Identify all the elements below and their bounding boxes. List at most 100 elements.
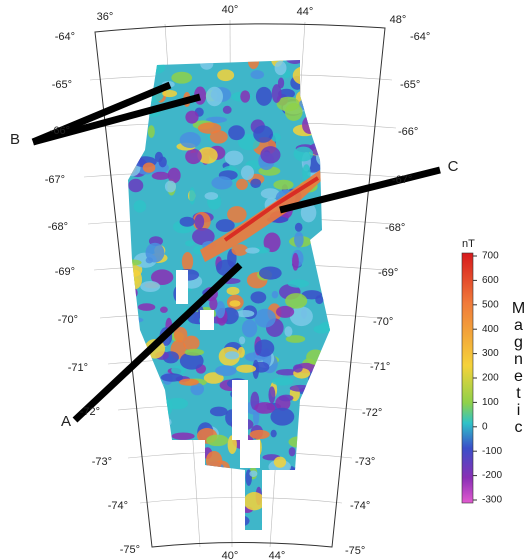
field-patch: [128, 131, 142, 149]
field-patch: [179, 216, 195, 227]
field-patch: [167, 468, 190, 485]
latitude-label: -68°: [48, 221, 68, 233]
field-patch: [278, 394, 294, 402]
latitude-label: -71°: [370, 361, 390, 373]
field-patch: [202, 505, 223, 526]
field-patch: [164, 418, 172, 427]
field-patch: [218, 506, 230, 519]
field-patch: [320, 507, 328, 516]
colorbar-tick-label: 300: [482, 348, 499, 359]
anomaly-ridge: [223, 176, 320, 242]
field-patch: [250, 291, 267, 304]
field-patch: [198, 482, 210, 500]
field-patch: [271, 84, 282, 103]
field-patch: [171, 71, 193, 84]
field-patch: [201, 473, 219, 485]
latitude-label: -66°: [398, 126, 418, 138]
field-patch: [284, 326, 293, 337]
colorbar-tick-label: 600: [482, 275, 499, 286]
field-patch: [308, 398, 315, 412]
field-patch: [181, 251, 194, 272]
field-patch: [143, 438, 153, 458]
field-patch: [253, 408, 260, 426]
field-patch: [262, 516, 284, 530]
field-patch: [288, 436, 310, 448]
field-patch: [211, 176, 233, 190]
colorbar-tick-label: 200: [482, 373, 499, 384]
field-patch: [222, 105, 232, 114]
field-patch: [291, 465, 314, 477]
field-patch: [241, 319, 258, 338]
latitude-label: -72°: [80, 406, 100, 418]
field-patch: [292, 364, 303, 373]
field-patch: [128, 60, 133, 65]
latitude-label: -65°: [400, 79, 420, 91]
field-patch: [267, 504, 284, 519]
field-patch: [185, 148, 202, 165]
field-patch: [326, 210, 330, 224]
latitude-label: -64°: [55, 31, 75, 43]
field-patch: [316, 480, 330, 494]
map-frame: [94, 23, 386, 548]
colorbar-tick-label: -100: [482, 446, 502, 457]
field-patch: [330, 524, 339, 536]
field-patch: [295, 477, 315, 492]
field-patch: [157, 446, 170, 466]
field-patch: [252, 361, 270, 373]
magnetic-field: [128, 60, 339, 536]
field-patch: [273, 456, 287, 468]
field-patch: [228, 125, 245, 141]
field-patch: [128, 138, 134, 152]
field-patch: [298, 477, 307, 489]
field-patch: [271, 290, 279, 299]
longitude-label: 36°: [97, 11, 114, 23]
field-patch: [286, 485, 309, 501]
field-patch: [314, 60, 323, 65]
field-patch: [240, 90, 251, 103]
latitude-label: -69°: [378, 267, 398, 279]
field-patch: [317, 100, 330, 112]
field-patch: [179, 352, 204, 370]
field-patch: [270, 132, 281, 142]
field-patch: [173, 326, 188, 343]
field-patch: [128, 336, 137, 347]
field-patch: [253, 125, 274, 143]
field-patch: [249, 470, 258, 477]
field-patch: [243, 492, 265, 511]
field-patch: [140, 281, 161, 292]
colorbar-tick-label: 500: [482, 299, 499, 310]
field-patch: [128, 336, 134, 356]
field-patch: [240, 165, 255, 180]
latitude-label: -73°: [355, 456, 375, 468]
longitude-label: 40°: [222, 550, 239, 559]
latitude-label: -66°: [50, 125, 70, 137]
field-patch: [215, 300, 226, 319]
field-patch: [293, 146, 314, 162]
field-patch: [325, 94, 330, 107]
data-gap: [300, 470, 330, 530]
field-patch: [183, 335, 200, 351]
field-patch: [307, 500, 322, 515]
field-patch: [206, 116, 227, 123]
field-patch: [261, 518, 283, 527]
field-patch: [276, 96, 300, 112]
field-patch: [258, 266, 282, 280]
field-patch: [315, 147, 330, 168]
annotation-label: C: [448, 158, 459, 175]
field-patch: [271, 377, 294, 386]
field-patch: [128, 411, 139, 429]
longitude-label: 44°: [297, 6, 314, 18]
field-patch: [301, 290, 323, 300]
field-patch: [264, 481, 277, 493]
field-patch: [239, 336, 246, 345]
field-patch: [302, 115, 317, 134]
field-patch: [150, 438, 164, 457]
field-patch: [321, 123, 330, 139]
latitude-label: -70°: [373, 316, 393, 328]
field-patch: [315, 467, 330, 485]
field-patch: [268, 386, 276, 404]
field-patch: [231, 244, 249, 256]
data-gap: [176, 270, 188, 304]
field-patch: [136, 81, 152, 90]
